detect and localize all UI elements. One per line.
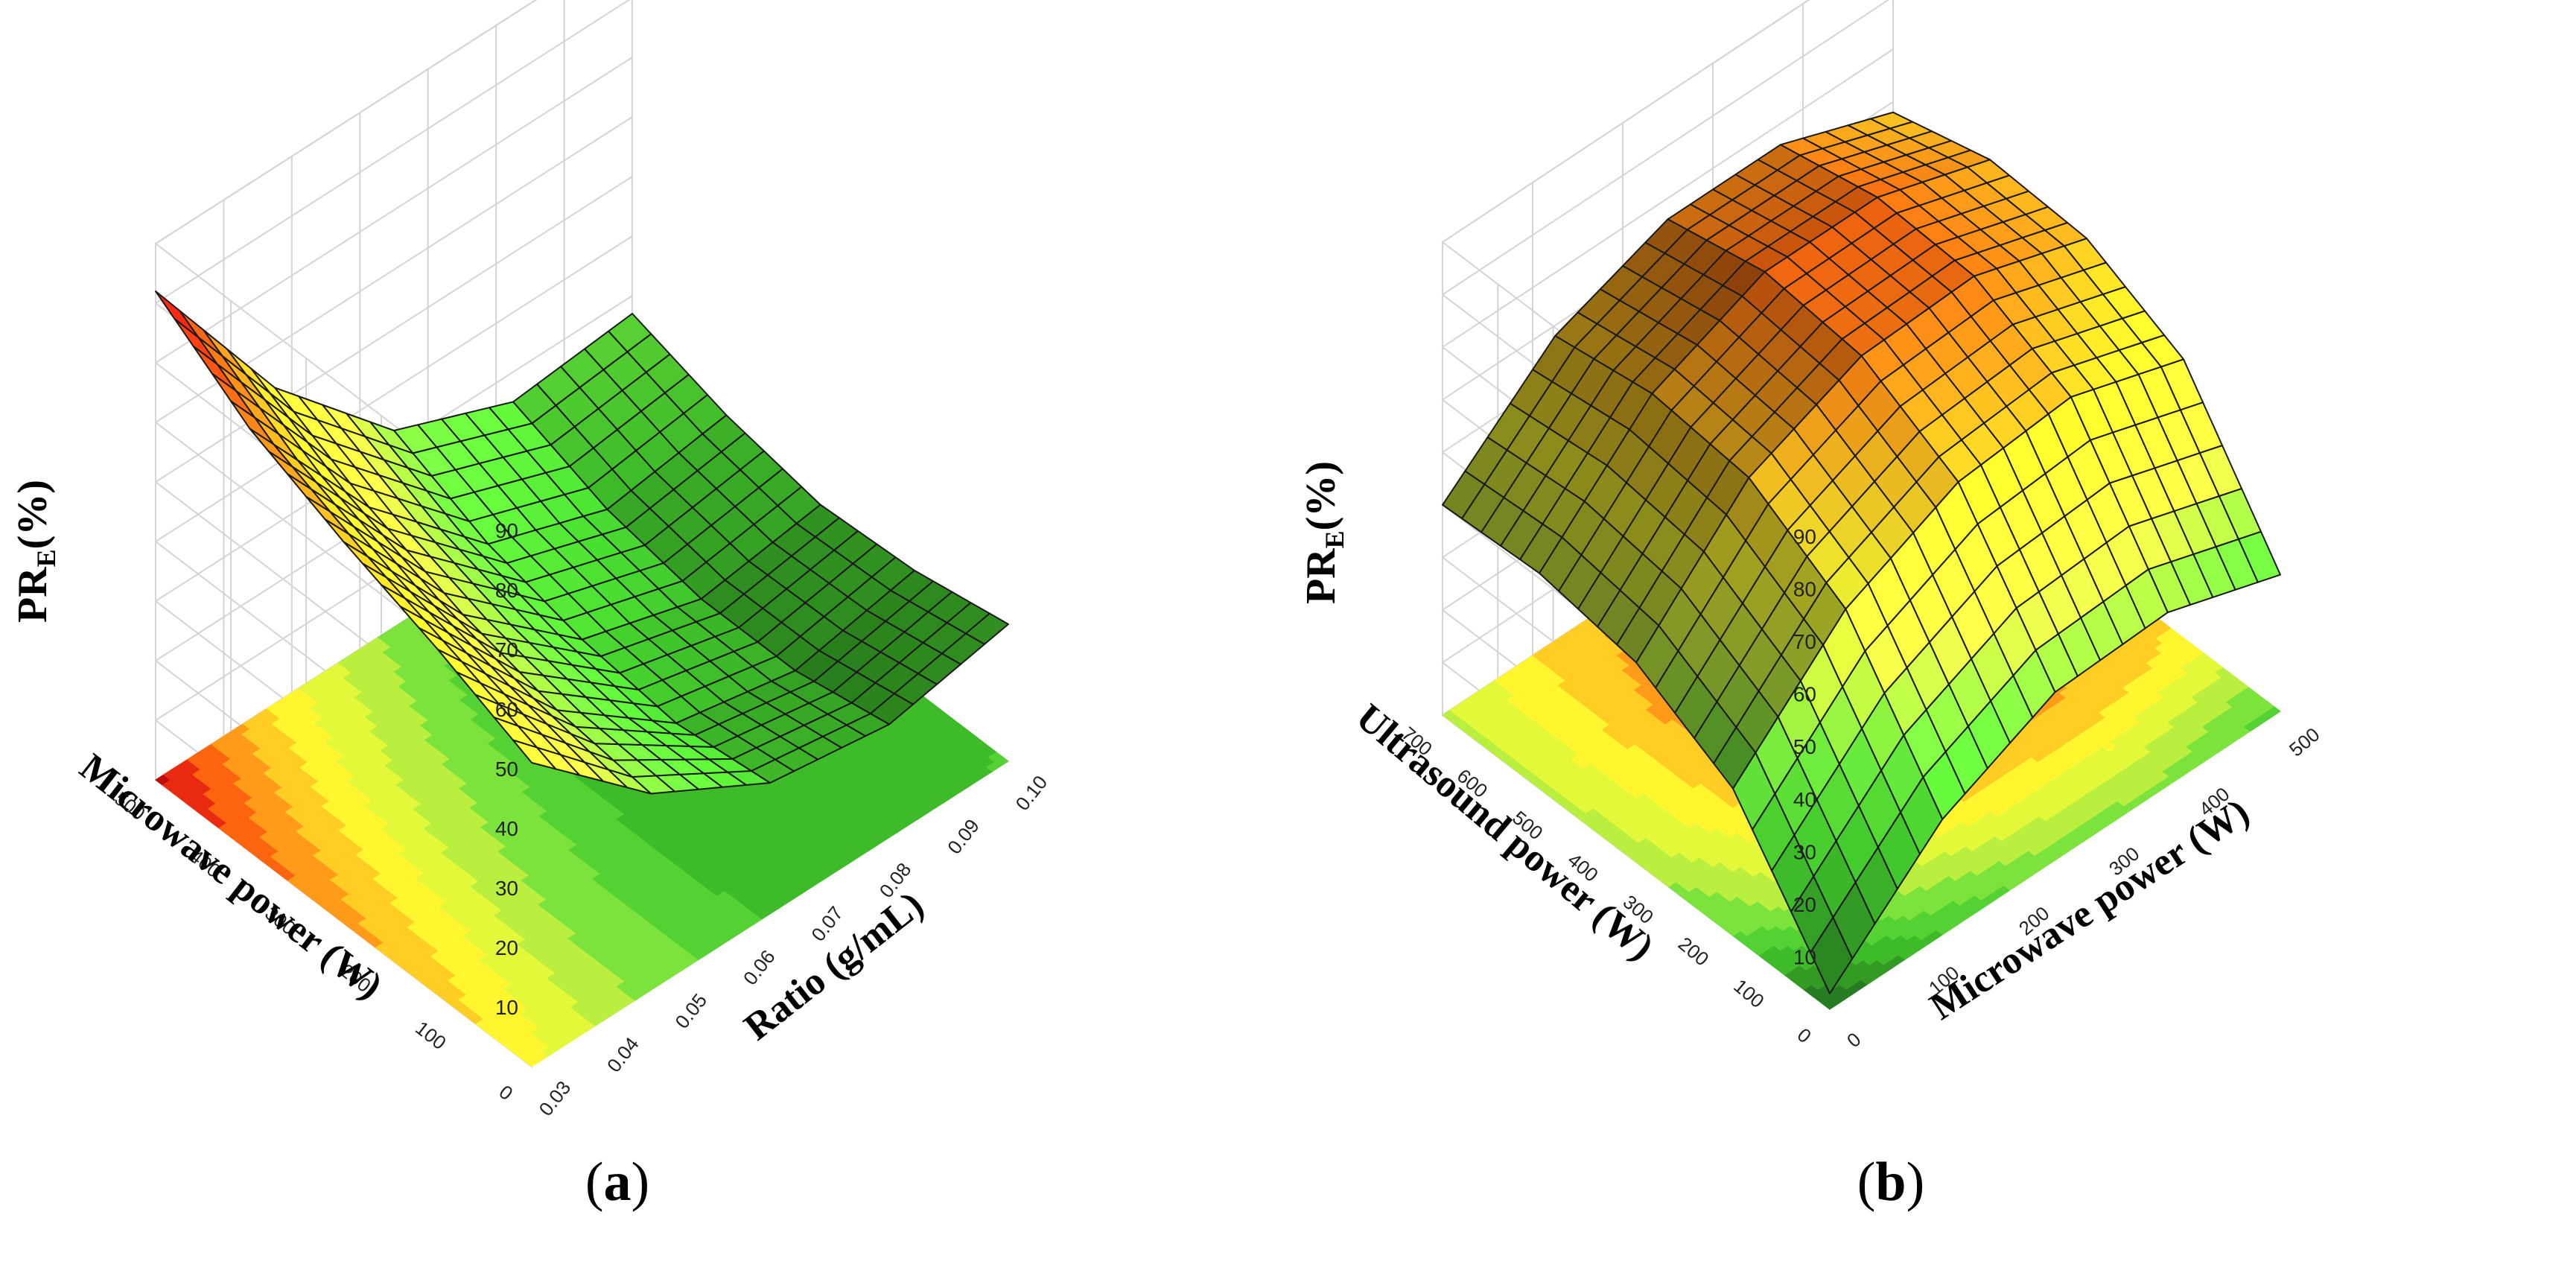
x-tick-label: 0.09 <box>943 815 984 858</box>
z-tick-label: 70 <box>495 638 518 661</box>
z-title-main: PR <box>1298 548 1344 604</box>
y-tick-label: 100 <box>1729 974 1769 1012</box>
panel-label-b: (b) <box>1779 1151 2003 1214</box>
z-tick-label: 40 <box>495 817 518 840</box>
z-title-main: PR <box>10 567 56 623</box>
y-tick-label: 0 <box>495 1081 518 1105</box>
z-tick-label: 30 <box>1793 840 1816 863</box>
z-tick-label: 20 <box>495 936 518 959</box>
z-tick-label: 60 <box>495 698 518 721</box>
z-axis-title: PRE(%) <box>10 480 61 623</box>
z-tick-label: 40 <box>1793 788 1816 811</box>
x-tick-label: 0.04 <box>602 1033 643 1076</box>
z-tick-label: 80 <box>1793 578 1816 601</box>
z-axis-title: PRE(%) <box>1298 461 1349 604</box>
z-title-sub: E <box>1320 530 1349 548</box>
x-tick-label: 500 <box>2285 723 2324 761</box>
z-tick-label: 50 <box>495 758 518 781</box>
y-tick-label: 200 <box>1674 933 1714 971</box>
z-title-unit: (%) <box>10 480 56 549</box>
z-tick-label: 90 <box>495 519 518 542</box>
z-tick-label: 50 <box>1793 735 1816 758</box>
panel-label-a: (a) <box>506 1151 729 1214</box>
x-tick-label: 0 <box>1842 1028 1865 1052</box>
z-tick-label: 10 <box>495 996 518 1019</box>
z-tick-label: 70 <box>1793 630 1816 653</box>
x-tick-label: 0.05 <box>670 989 711 1032</box>
z-tick-label: 30 <box>495 877 518 900</box>
y-tick-label: 0 <box>1793 1023 1816 1047</box>
chart-a: 1020304050607080900.030.040.050.060.070.… <box>0 0 1288 1266</box>
z-tick-label: 10 <box>1793 945 1816 968</box>
z-title-sub: E <box>31 549 61 567</box>
z-tick-label: 90 <box>1793 525 1816 548</box>
chart-b: 1020304050607080900100200300400500010020… <box>1288 0 2576 1266</box>
x-tick-label: 0.10 <box>1011 771 1052 814</box>
z-tick-label: 60 <box>1793 683 1816 706</box>
z-title-unit: (%) <box>1298 461 1344 530</box>
z-tick-label: 20 <box>1793 893 1816 916</box>
y-tick-label: 100 <box>411 1017 451 1054</box>
z-tick-label: 80 <box>495 579 518 602</box>
x-tick-label: 0.03 <box>535 1076 576 1120</box>
x-tick-label: 0.06 <box>739 946 780 989</box>
